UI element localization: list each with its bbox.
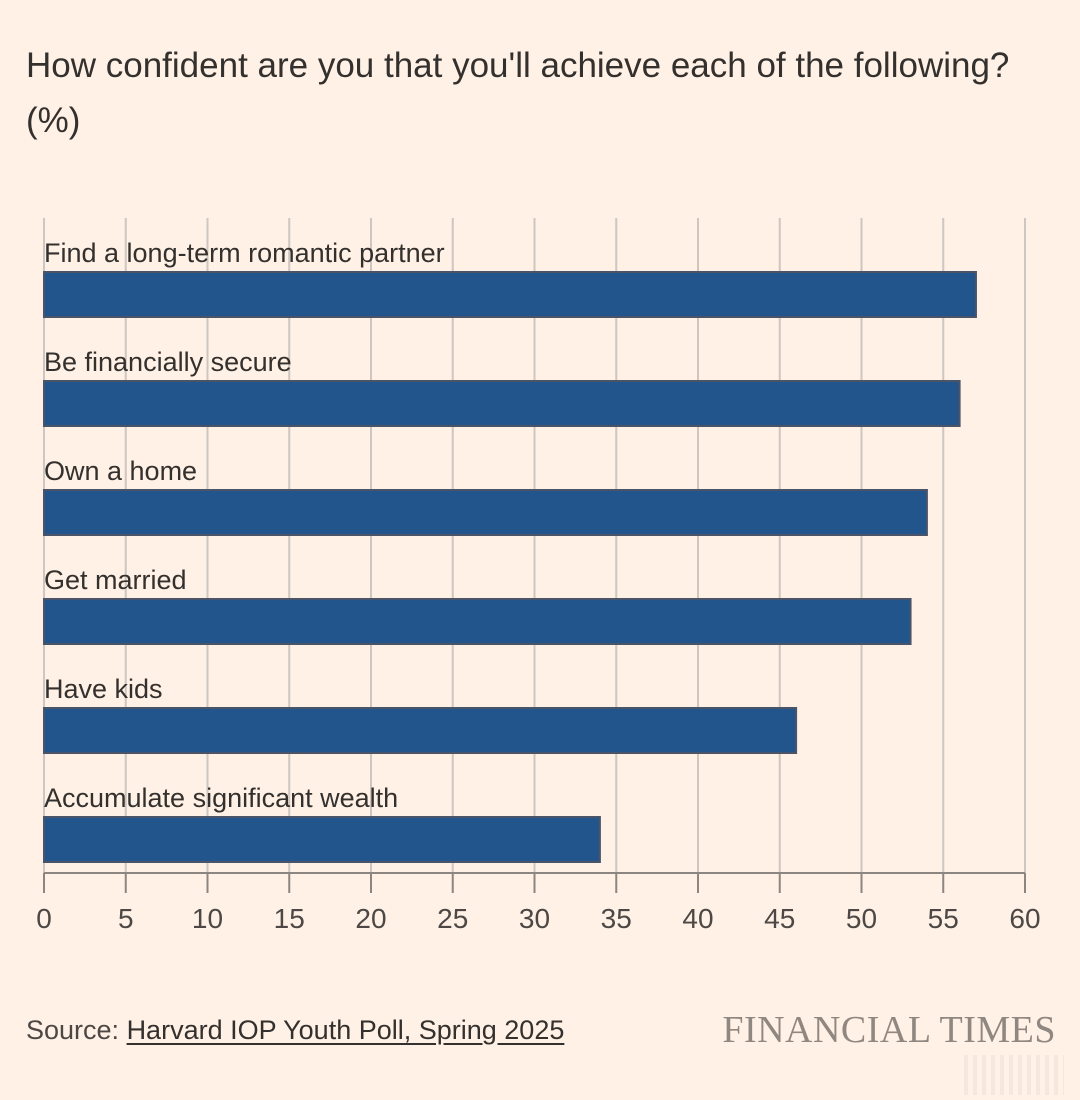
category-label: Have kids	[44, 674, 163, 704]
source-note: Source: Harvard IOP Youth Poll, Spring 2…	[26, 1015, 564, 1046]
x-tick-label: 40	[682, 903, 713, 934]
bar-chart: Find a long-term romantic partner Be fina…	[36, 218, 1041, 934]
x-tick-label: 20	[355, 903, 386, 934]
bars	[43, 271, 977, 863]
x-tick-label: 45	[764, 903, 795, 934]
bar	[43, 707, 798, 754]
x-tick-label: 60	[1009, 903, 1040, 934]
chart-title: How confident are you that you'll achiev…	[26, 46, 1010, 140]
x-tick-label: 30	[519, 903, 550, 934]
bar	[43, 271, 977, 318]
bar	[43, 380, 961, 427]
x-tick-label: 50	[846, 903, 877, 934]
category-labels: Find a long-term romantic partner Be fina…	[44, 238, 445, 813]
category-label: Get married	[44, 565, 187, 595]
bar	[43, 598, 912, 645]
category-label: Find a long-term romantic partner	[44, 238, 445, 268]
watermark	[964, 1055, 1064, 1095]
bar	[43, 816, 601, 863]
source-prefix: Source:	[26, 1015, 127, 1045]
x-tick-label: 10	[192, 903, 223, 934]
category-label: Own a home	[44, 456, 197, 486]
ft-logo: FINANCIAL TIMES	[722, 1009, 1056, 1051]
x-tick-label: 0	[36, 903, 52, 934]
category-label: Accumulate significant wealth	[44, 783, 398, 813]
x-tick-label: 5	[118, 903, 134, 934]
x-tick-label: 55	[928, 903, 959, 934]
gridlines	[43, 218, 1026, 873]
x-tick-label: 35	[601, 903, 632, 934]
x-axis: 0 5 10 15 20 25 30 35 40 45 50 55 60	[36, 872, 1041, 934]
x-tick-label: 25	[437, 903, 468, 934]
bar	[43, 489, 928, 536]
source-link[interactable]: Harvard IOP Youth Poll, Spring 2025	[126, 1015, 565, 1045]
category-label: Be financially secure	[44, 347, 292, 377]
x-tick-label: 15	[274, 903, 305, 934]
